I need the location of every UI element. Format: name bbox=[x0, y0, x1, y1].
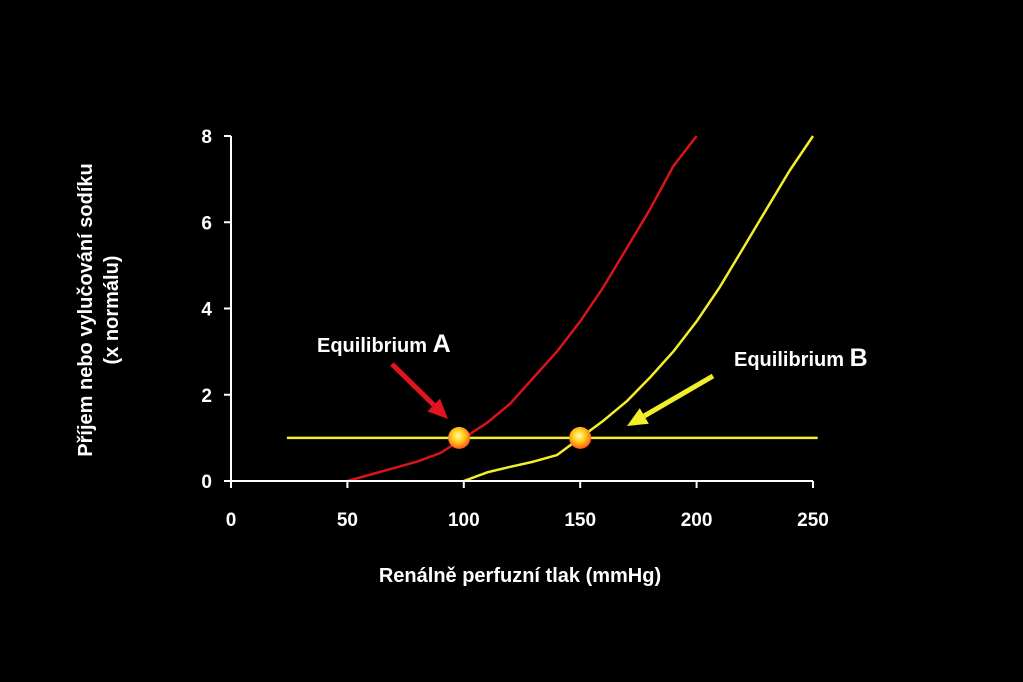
x-tick-label: 200 bbox=[681, 510, 713, 531]
y-axis-title-line2: (x normálu) bbox=[101, 256, 123, 365]
y-tick-label: 0 bbox=[201, 472, 212, 493]
x-axis-title: Renálně perfuzní tlak (mmHg) bbox=[379, 565, 661, 587]
y-tick-label: 8 bbox=[201, 127, 212, 148]
x-tick-label: 0 bbox=[226, 510, 237, 531]
annotation-equilibrium-b-prefix: Equilibrium bbox=[734, 349, 850, 371]
y-tick-label: 2 bbox=[201, 386, 212, 407]
annotation-equilibrium-a: Equilibrium A bbox=[317, 330, 451, 358]
y-tick-label: 6 bbox=[201, 213, 212, 234]
annotation-equilibrium-b: Equilibrium B bbox=[734, 344, 868, 372]
annotation-equilibrium-b-letter: B bbox=[850, 344, 868, 372]
y-tick-label: 4 bbox=[201, 300, 212, 321]
plot-series bbox=[286, 135, 818, 483]
arrow-equilibrium-a bbox=[390, 362, 448, 419]
equilibrium-marker-a bbox=[448, 426, 471, 449]
arrow-equilibrium-b bbox=[627, 373, 715, 426]
y-axis-title-line1: Příjem nebo vylučování sodíku bbox=[75, 163, 97, 456]
annotation-equilibrium-a-letter: A bbox=[433, 330, 451, 358]
arrows bbox=[390, 362, 715, 426]
x-tick-label: 50 bbox=[337, 510, 358, 531]
x-tick-label: 250 bbox=[797, 510, 829, 531]
x-tick-label: 100 bbox=[448, 510, 480, 531]
x-tick-label: 150 bbox=[564, 510, 596, 531]
y-axis-title: Příjem nebo vylučování sodíku (x normálu… bbox=[75, 163, 123, 456]
series-line-1 bbox=[463, 135, 815, 483]
series-line-0 bbox=[347, 135, 698, 483]
annotation-equilibrium-a-prefix: Equilibrium bbox=[317, 335, 433, 357]
equilibrium-markers bbox=[448, 426, 592, 449]
equilibrium-marker-b bbox=[569, 426, 592, 449]
axes: 0 50 100 150 200 250 0 2 4 6 8 bbox=[201, 127, 828, 531]
